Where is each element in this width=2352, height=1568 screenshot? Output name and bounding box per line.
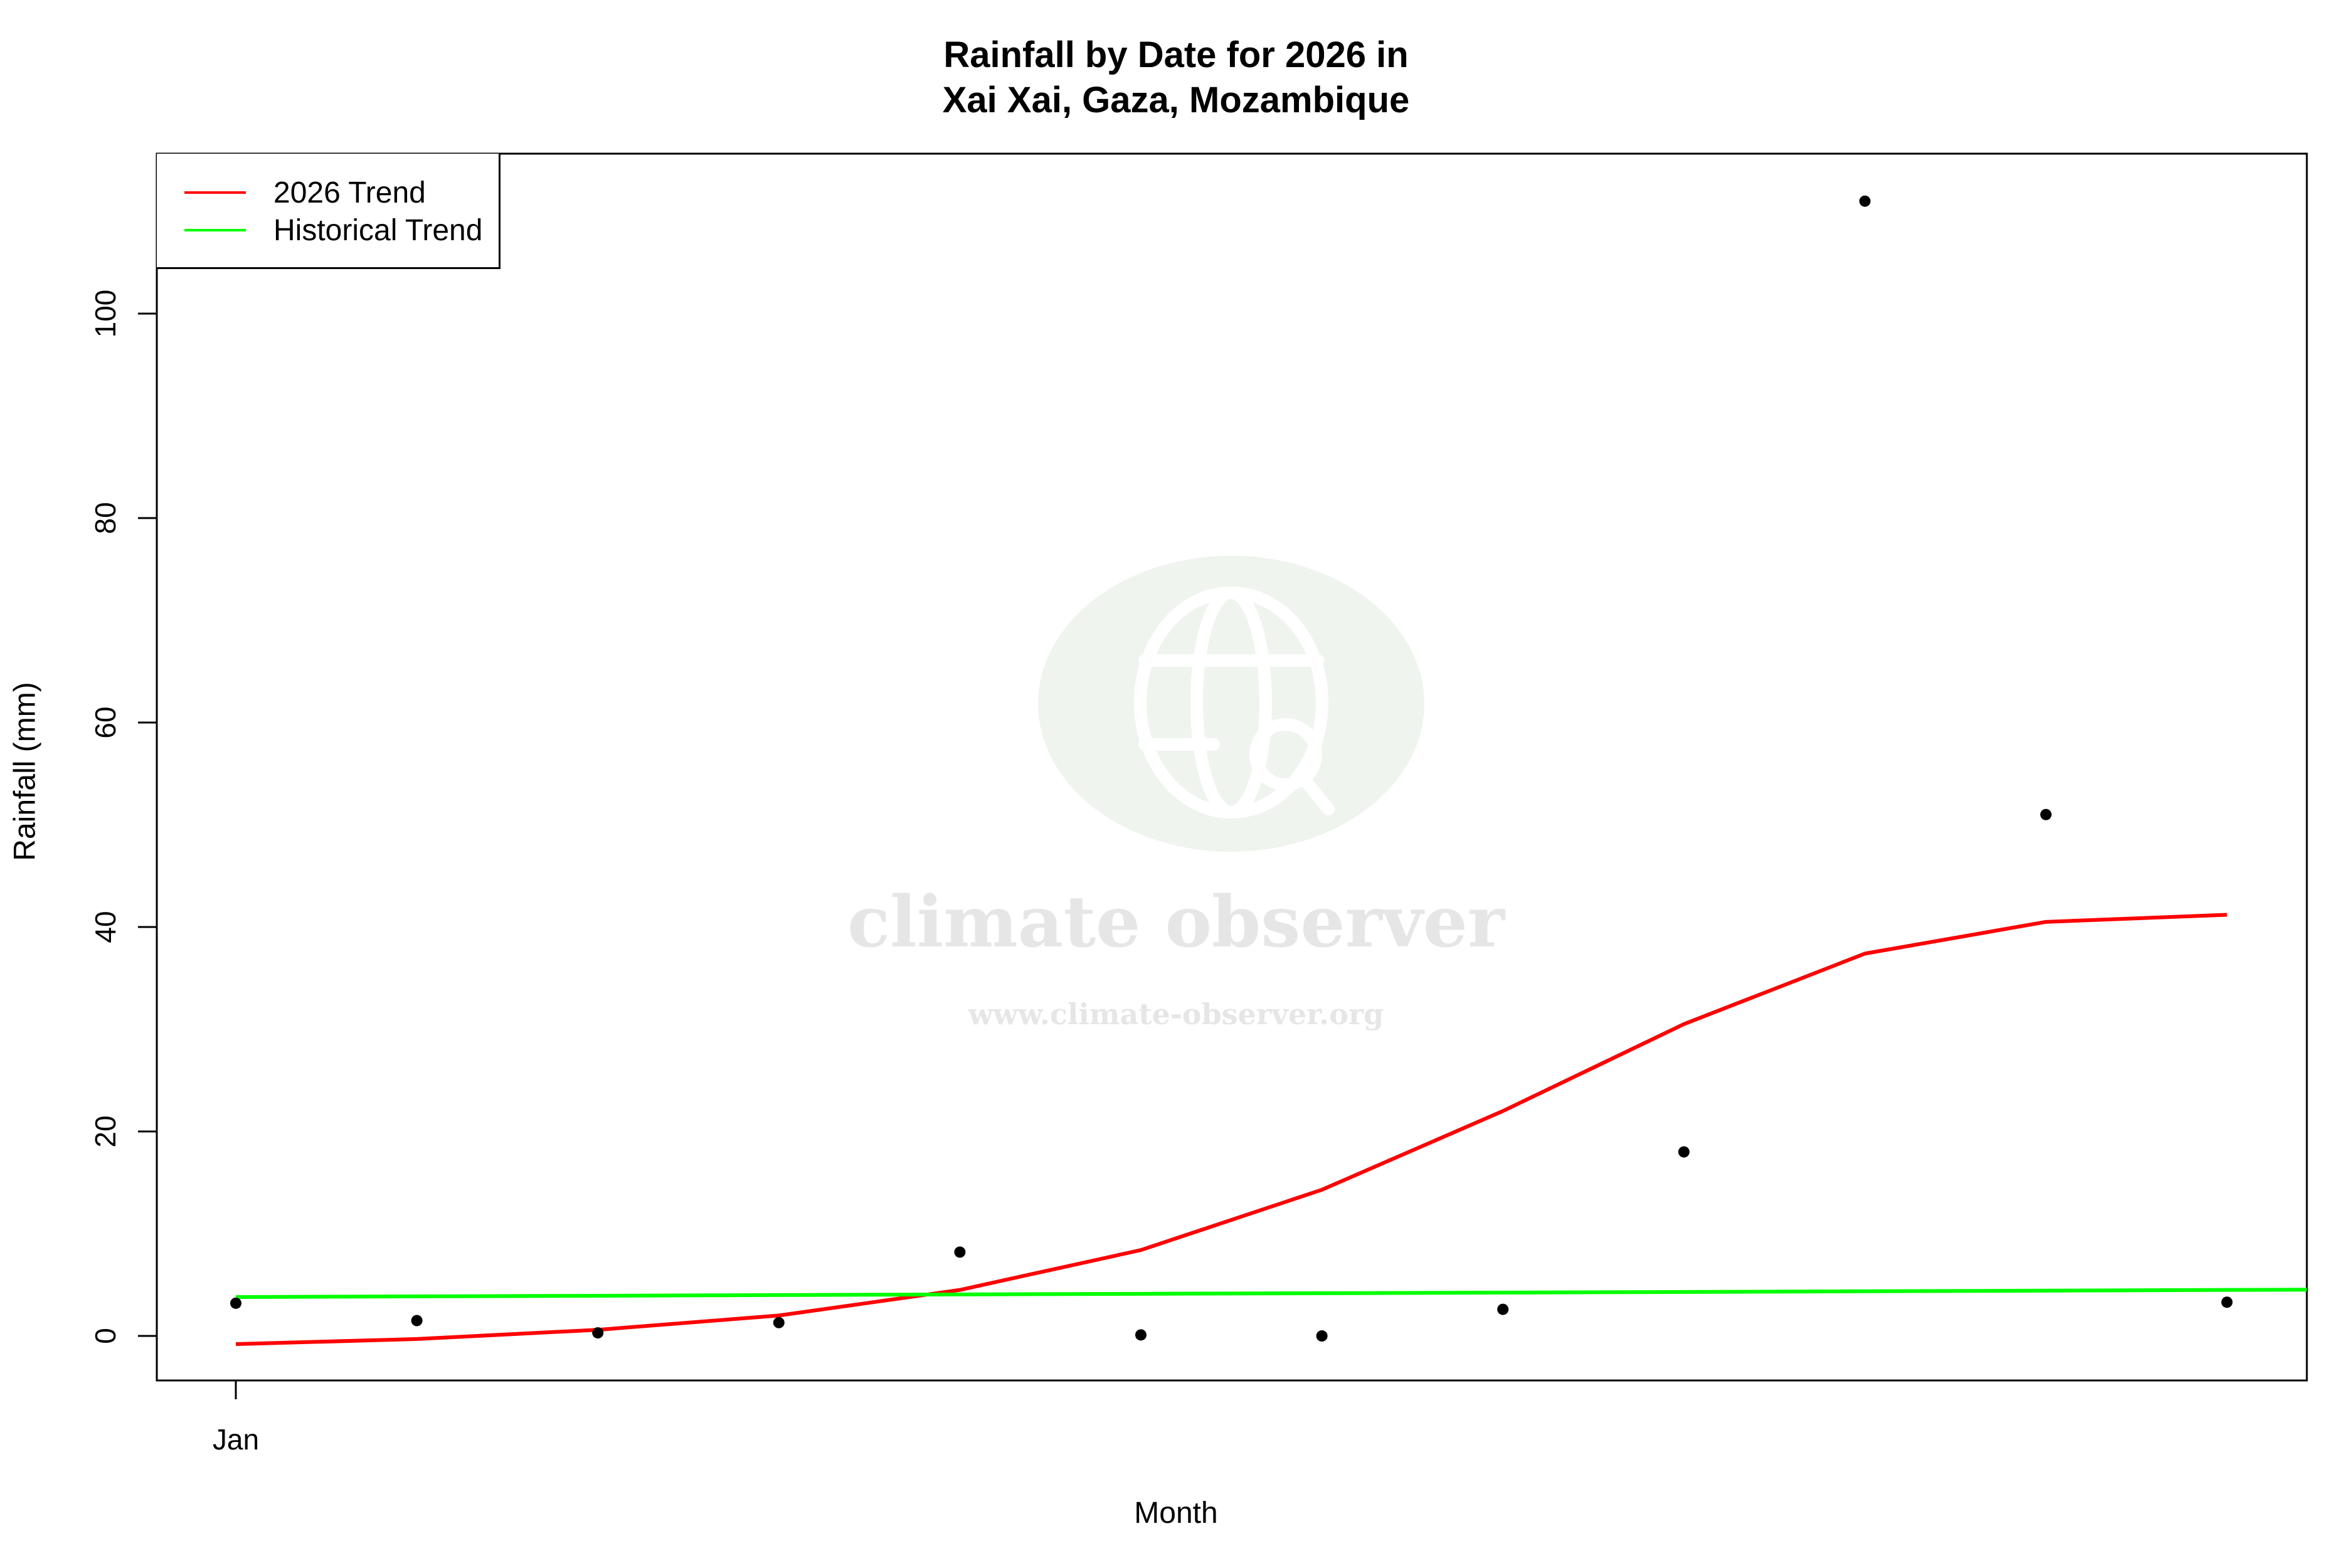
chart-title-line-2: Xai Xai, Gaza, Mozambique (942, 80, 1410, 120)
data-point (773, 1316, 785, 1328)
chart-title-line-1: Rainfall by Date for 2026 in (943, 34, 1409, 75)
y-tick-label: 80 (89, 502, 122, 534)
x-tick-label: Jan (212, 1423, 260, 1456)
globe-search-icon (1134, 586, 1335, 818)
legend: 2026 Trend Historical Trend (157, 154, 501, 269)
2026-trend-line (235, 913, 2227, 1347)
y-tick-label: 40 (89, 911, 122, 943)
legend-label: Historical Trend (273, 213, 483, 247)
y-tick-label: 20 (89, 1115, 122, 1148)
y-tick-label: 0 (89, 1328, 122, 1344)
x-axis-label: Month (1134, 1496, 1218, 1530)
historical-trend-line (235, 1288, 2307, 1300)
data-series (230, 195, 2307, 1347)
legend-label: 2026 Trend (273, 176, 426, 209)
data-point (230, 1297, 241, 1309)
data-point (2221, 1296, 2233, 1308)
data-point (1497, 1303, 1509, 1315)
data-point (411, 1315, 423, 1327)
data-point (592, 1327, 604, 1339)
watermark-url: www.climate-observer.org (968, 997, 1384, 1031)
legend-swatch-red (184, 191, 246, 194)
watermark-name: climate observer (847, 881, 1505, 963)
legend-swatch-green (184, 229, 246, 231)
data-point (1678, 1146, 1690, 1158)
watermark-logo (1038, 556, 1424, 852)
axes (138, 152, 2308, 1399)
y-tick-label: 60 (89, 706, 122, 739)
legend-item-historical-trend: Historical Trend (184, 211, 482, 249)
y-tick-label: 100 (89, 289, 122, 338)
data-point (1859, 195, 1871, 207)
legend-item-2026-trend: 2026 Trend (184, 174, 426, 211)
data-point (1316, 1330, 1328, 1342)
plot-frame (156, 152, 2308, 1382)
data-point (954, 1246, 966, 1258)
data-point (1135, 1329, 1147, 1341)
data-point (2040, 808, 2052, 820)
y-axis-label: Rainfall (mm) (8, 682, 42, 861)
